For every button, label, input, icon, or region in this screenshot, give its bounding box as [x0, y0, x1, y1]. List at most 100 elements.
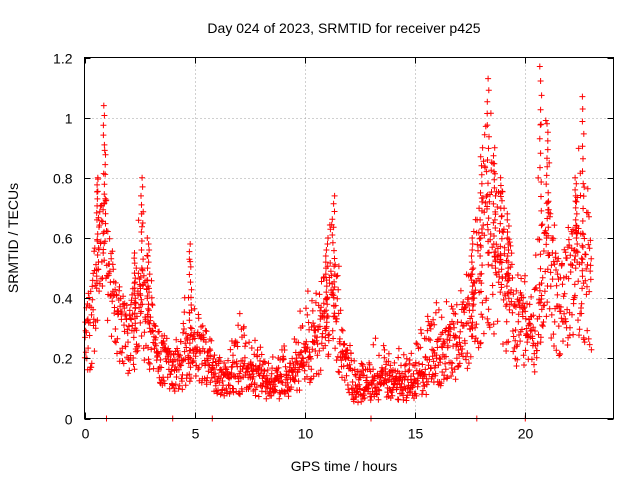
data-point — [586, 288, 593, 295]
data-point — [580, 193, 587, 200]
data-point — [516, 332, 522, 338]
data-point — [414, 341, 421, 348]
data-point — [552, 250, 559, 257]
data-point — [586, 245, 593, 252]
data-point — [379, 364, 385, 371]
data-point — [145, 359, 152, 366]
data-point — [560, 338, 566, 345]
data-point — [395, 345, 402, 352]
data-point — [331, 284, 338, 290]
data-point — [426, 356, 433, 363]
data-point — [222, 365, 229, 372]
data-point — [477, 235, 484, 241]
data-point — [95, 245, 102, 251]
data-point — [567, 324, 573, 331]
data-point — [330, 200, 337, 207]
data-point — [186, 317, 193, 324]
data-point — [564, 342, 571, 348]
data-point — [131, 290, 138, 297]
data-point — [419, 387, 426, 394]
data-point — [144, 277, 151, 284]
data-point — [588, 346, 595, 353]
data-point — [479, 299, 486, 306]
data-point — [184, 337, 191, 343]
data-point — [324, 295, 331, 302]
data-point — [514, 272, 521, 278]
data-point — [456, 339, 463, 346]
data-point — [565, 236, 572, 243]
data-point — [122, 311, 129, 318]
data-point — [558, 315, 565, 322]
data-point — [358, 360, 365, 367]
data-point — [429, 353, 436, 360]
data-point — [469, 271, 476, 278]
data-point — [148, 277, 155, 284]
data-point — [199, 361, 205, 367]
data-point — [544, 266, 551, 273]
data-point — [472, 287, 479, 294]
data-point — [186, 309, 193, 316]
data-point — [130, 355, 137, 361]
data-point — [464, 350, 471, 357]
data-point — [564, 255, 570, 262]
data-point — [503, 348, 510, 354]
tick-labels: 0 5 10 15 20 0 0.2 0.4 0.6 0.8 1 1.2 — [53, 51, 533, 442]
data-point — [439, 344, 446, 351]
data-point — [472, 335, 479, 342]
data-point — [503, 271, 510, 278]
data-point — [501, 244, 508, 251]
data-point — [367, 397, 374, 404]
data-point — [465, 320, 471, 326]
data-point — [295, 339, 302, 346]
data-point — [515, 318, 522, 325]
data-point — [144, 235, 151, 241]
data-point — [282, 363, 289, 370]
data-point — [102, 220, 109, 227]
data-point — [207, 347, 214, 354]
data-point — [106, 268, 113, 275]
data-point — [538, 193, 544, 200]
data-point — [470, 265, 477, 272]
data-point — [484, 191, 491, 198]
data-point — [325, 351, 332, 358]
data-point — [504, 229, 511, 235]
data-point — [518, 275, 525, 282]
data-point — [435, 306, 442, 313]
data-point — [188, 375, 194, 382]
data-point — [132, 275, 139, 282]
data-point — [503, 318, 510, 325]
data-point — [585, 335, 592, 342]
data-point — [180, 329, 186, 336]
data-point — [477, 216, 484, 223]
data-point — [554, 291, 561, 298]
data-point — [98, 217, 105, 224]
data-point — [151, 322, 158, 329]
data-point — [479, 207, 485, 214]
data-point — [543, 241, 550, 248]
data-point — [176, 382, 183, 389]
data-point — [191, 305, 198, 312]
data-point — [113, 292, 120, 299]
data-point — [324, 301, 331, 308]
data-point — [457, 287, 464, 294]
data-point — [483, 295, 490, 302]
data-point — [551, 222, 558, 229]
data-point — [482, 199, 489, 206]
data-point — [94, 174, 101, 181]
data-point — [236, 310, 243, 317]
data-point — [359, 361, 366, 368]
data-point — [235, 322, 242, 329]
data-point — [447, 359, 454, 366]
data-point — [240, 323, 247, 330]
data-point — [214, 376, 221, 382]
data-point — [587, 237, 594, 244]
data-point — [545, 250, 552, 256]
data-point — [478, 226, 485, 232]
data-point — [573, 235, 580, 241]
data-point — [249, 362, 256, 369]
data-point — [187, 241, 194, 247]
data-point — [497, 258, 504, 265]
data-point — [579, 218, 586, 224]
x-tick-label: 0 — [82, 426, 90, 442]
data-point — [508, 250, 515, 257]
